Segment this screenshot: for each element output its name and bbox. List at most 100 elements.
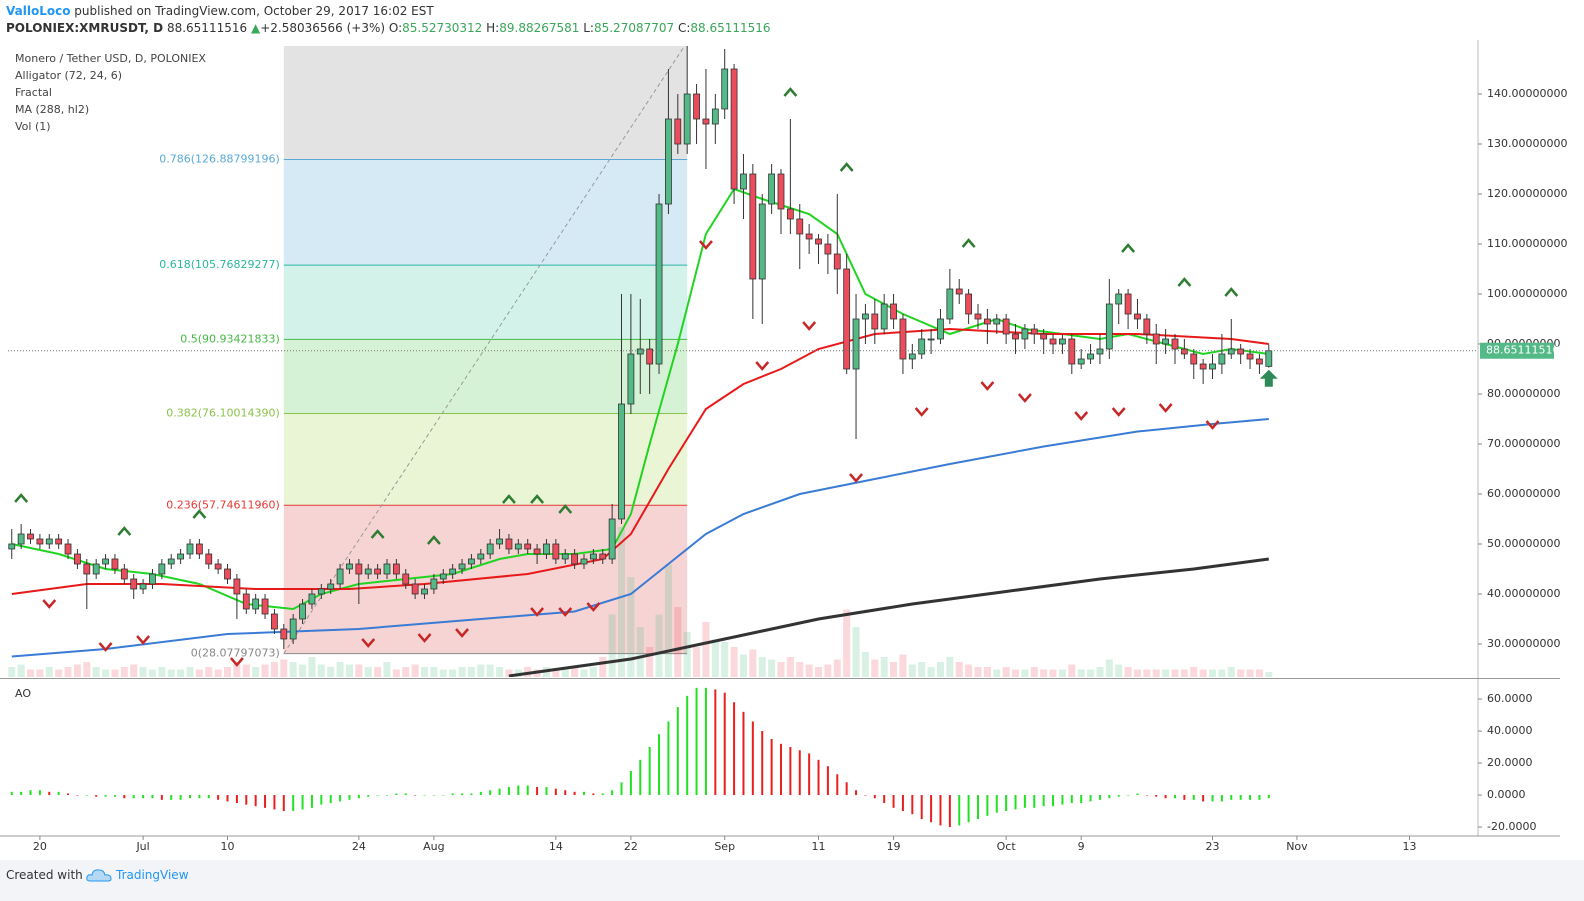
volume-bar	[1209, 669, 1217, 677]
candle-body	[627, 353, 635, 405]
volume-bar	[392, 669, 400, 677]
ao-bar	[779, 743, 782, 796]
volume-bar	[64, 667, 72, 677]
author[interactable]: ValloLoco	[6, 4, 71, 18]
ao-bar	[883, 795, 886, 804]
volume-bar	[477, 664, 485, 677]
candle-body	[374, 568, 382, 575]
candle-body	[205, 553, 213, 565]
last-price-box	[1480, 342, 1554, 359]
fractal-down	[136, 635, 151, 645]
fractal-down	[1074, 411, 1089, 421]
volume-bar	[449, 669, 457, 677]
fib-label: 0.786(126.88799196)	[159, 153, 280, 166]
volume-bar	[768, 659, 776, 677]
ao-bar	[836, 774, 839, 796]
candle-body	[458, 563, 466, 570]
volume-bar	[1049, 669, 1057, 677]
volume-bar	[317, 664, 325, 677]
x-tick-label: Nov	[1286, 840, 1308, 853]
ao-bar	[367, 795, 370, 797]
volume-bar	[899, 654, 907, 677]
ao-bar	[733, 702, 736, 796]
ao-bar	[226, 795, 229, 802]
volume-bar	[1096, 667, 1104, 677]
ao-bar	[198, 795, 201, 799]
ao-bar	[1098, 795, 1101, 800]
ao-bar	[301, 795, 304, 810]
candle-body	[346, 563, 353, 570]
candle-body	[8, 543, 16, 550]
ao-bar	[217, 795, 220, 800]
fractal-up	[14, 493, 29, 503]
ao-bar	[939, 795, 942, 826]
volume-bar	[1058, 669, 1066, 677]
candle-body	[130, 578, 138, 590]
ao-bar	[414, 795, 417, 796]
volume-bar	[693, 647, 701, 677]
volume-bar	[983, 667, 991, 677]
volume-bar	[843, 609, 851, 677]
volume-bar	[1180, 669, 1188, 677]
volume-bar	[421, 667, 429, 677]
candle-body	[186, 543, 194, 555]
indicator-label: MA (288, hl2)	[15, 103, 89, 116]
volume-bar	[36, 669, 44, 677]
candle-body	[149, 573, 156, 585]
brand[interactable]: TradingView	[116, 868, 189, 882]
y-tick-label: 110.00000000	[1487, 237, 1567, 250]
volume-bar	[664, 564, 672, 677]
ao-bar	[1014, 795, 1017, 810]
candle-body	[496, 538, 503, 545]
x-tick-label: Aug	[423, 840, 444, 853]
fractal-down	[849, 473, 863, 483]
candle-body	[280, 628, 288, 640]
ao-bar	[498, 788, 501, 796]
volume-bar	[599, 657, 607, 677]
fractal-down	[914, 407, 929, 417]
ao-bar	[179, 795, 182, 800]
ao-bar	[235, 795, 238, 804]
candle-body	[646, 348, 654, 365]
candle-body	[983, 318, 991, 325]
candle-body	[36, 538, 44, 545]
volume-bar	[871, 659, 879, 677]
candle-body	[1152, 333, 1160, 345]
ao-bar	[1183, 795, 1186, 800]
ao-bar	[85, 795, 88, 796]
volume-bar	[674, 607, 682, 677]
candle-body	[102, 558, 109, 565]
logo[interactable]	[86, 865, 114, 885]
ao-y-tick-label: 60.0000	[1487, 692, 1533, 705]
ao-bar	[629, 771, 632, 796]
fractal-up	[530, 494, 545, 504]
fib-label: 0.618(105.76829277)	[159, 258, 280, 271]
ao-bar	[808, 753, 811, 796]
ao-bar	[48, 791, 51, 796]
y-tick-label: 140.00000000	[1487, 87, 1567, 100]
ao-bar	[920, 795, 923, 820]
ao-bar	[1023, 795, 1026, 808]
candle-body	[618, 403, 625, 520]
y-tick-label: 120.00000000	[1487, 187, 1567, 200]
candle-body	[655, 203, 663, 365]
candle-body	[299, 603, 306, 620]
volume-bar	[167, 669, 175, 677]
volume-bar	[1199, 669, 1207, 677]
candle-body	[449, 568, 457, 575]
ao-bar	[789, 747, 792, 796]
ao-bar	[976, 795, 979, 820]
volume-bar	[1190, 667, 1198, 677]
ao-bar	[1202, 795, 1205, 802]
header: ValloLoco published on TradingView.com, …	[6, 3, 771, 37]
x-tick-label: 23	[1206, 840, 1220, 853]
candle-body	[214, 563, 222, 570]
candle-body	[749, 173, 757, 280]
volume-bar	[993, 669, 1001, 677]
volume-bar	[1265, 672, 1273, 677]
ao-bar	[451, 793, 454, 796]
volume-bar	[148, 669, 156, 677]
candle-body	[242, 593, 250, 610]
volume-bar	[561, 669, 569, 677]
volume-bar	[486, 664, 494, 677]
